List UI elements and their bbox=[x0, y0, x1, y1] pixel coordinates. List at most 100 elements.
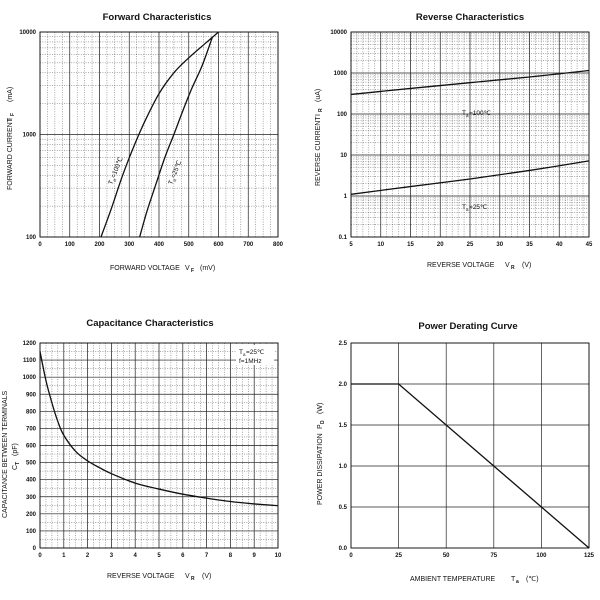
series-label-25c-rest: =25℃ bbox=[469, 204, 488, 211]
series-label-100c-sub: a bbox=[112, 178, 118, 183]
x-tick-label: 35 bbox=[526, 242, 533, 248]
y-axis-title: FORWARD CURRENT bbox=[7, 117, 14, 190]
y-axis-unit: (mA) bbox=[7, 87, 14, 102]
x-tick-label: 0 bbox=[349, 553, 353, 559]
x-tick-label: 8 bbox=[229, 553, 233, 559]
y-tick-label: 300 bbox=[26, 495, 37, 501]
x-axis-unit: (V) bbox=[202, 573, 211, 580]
y-tick-label: 1000 bbox=[23, 133, 37, 139]
y-tick-label: 100 bbox=[337, 112, 348, 118]
series-label-100c-sub: a bbox=[466, 113, 469, 118]
chart-capacitance-characteristics: Capacitance Characteristics 0 1 2 3 4 5 6 7 8 9 10… bbox=[2, 318, 282, 582]
y-axis-subscript: R bbox=[318, 108, 324, 112]
x-tick-label: 6 bbox=[181, 553, 185, 559]
y-axis-unit: (W) bbox=[317, 403, 324, 414]
y-tick-label: 800 bbox=[26, 409, 37, 415]
x-tick-label: 125 bbox=[584, 553, 595, 559]
y-tick-label: 900 bbox=[26, 392, 37, 398]
annotation-frequency: f=1MHz bbox=[239, 358, 262, 365]
y-tick-label: 10000 bbox=[19, 30, 36, 36]
y-axis-subscript: T bbox=[15, 462, 21, 465]
x-axis-unit: (V) bbox=[522, 262, 531, 269]
series-line-0 bbox=[100, 31, 219, 238]
x-axis-unit: (mV) bbox=[200, 265, 215, 272]
x-tick-label: 30 bbox=[496, 242, 503, 248]
y-tick-label: 10 bbox=[340, 153, 347, 159]
x-tick-label: 45 bbox=[586, 242, 593, 248]
x-tick-label: 800 bbox=[273, 242, 284, 248]
series-line-1 bbox=[350, 160, 590, 195]
y-axis-symbol: P bbox=[317, 424, 324, 429]
y-tick-label: 400 bbox=[26, 478, 37, 484]
y-axis-symbol: I bbox=[315, 114, 322, 116]
chart-forward-characteristics: Forward Characteristics 0 100 200 300 400 500… bbox=[7, 12, 284, 274]
x-tick-label: 15 bbox=[407, 242, 414, 248]
y-tick-label: 700 bbox=[26, 426, 37, 432]
series-label-100c-rest: =100℃ bbox=[469, 110, 492, 117]
x-axis-symbol: T bbox=[511, 576, 516, 583]
chart-title: Reverse Characteristics bbox=[416, 12, 524, 23]
x-tick-label: 25 bbox=[467, 242, 474, 248]
x-tick-label: 40 bbox=[556, 242, 563, 248]
x-axis-title: AMBIENT TEMPERATURE bbox=[410, 576, 496, 583]
x-tick-label: 400 bbox=[154, 242, 165, 248]
y-tick-label: 0.1 bbox=[339, 235, 348, 241]
annotation-temp-sub: a bbox=[243, 352, 246, 357]
x-tick-label: 10 bbox=[377, 242, 384, 248]
x-tick-label: 500 bbox=[184, 242, 195, 248]
chart-title: Power Derating Curve bbox=[418, 321, 517, 332]
x-tick-label: 100 bbox=[536, 553, 547, 559]
series-label-100c-main: T bbox=[462, 110, 466, 117]
annotation-temp-rest: =25℃ bbox=[246, 349, 265, 356]
x-tick-label: 2 bbox=[86, 553, 90, 559]
x-axis-title: REVERSE VOLTAGE bbox=[107, 573, 175, 580]
x-tick-label: 50 bbox=[443, 553, 450, 559]
y-axis-symbol: I bbox=[7, 118, 14, 120]
x-tick-label: 200 bbox=[94, 242, 105, 248]
y-tick-label: 1000 bbox=[334, 71, 348, 77]
series-label-25c-main: T bbox=[462, 204, 466, 211]
y-tick-label: 0 bbox=[33, 546, 37, 552]
y-axis-unit: (pF) bbox=[12, 443, 19, 456]
series-line-1 bbox=[139, 36, 214, 238]
y-tick-label: 0.0 bbox=[339, 546, 348, 552]
y-tick-label: 2.5 bbox=[339, 341, 348, 347]
x-tick-label: 1 bbox=[62, 553, 66, 559]
x-tick-label: 7 bbox=[205, 553, 209, 559]
x-tick-label: 20 bbox=[437, 242, 444, 248]
y-axis-title: REVERSE CURRENT bbox=[315, 116, 322, 186]
x-tick-label: 300 bbox=[124, 242, 135, 248]
y-tick-label: 100 bbox=[26, 529, 37, 535]
chart-title: Forward Characteristics bbox=[103, 12, 212, 23]
x-tick-label: 0 bbox=[38, 242, 42, 248]
y-axis-subscript: D bbox=[320, 420, 326, 424]
x-tick-label: 4 bbox=[134, 553, 138, 559]
x-axis-subscript: a bbox=[516, 579, 519, 585]
y-tick-label: 10000 bbox=[330, 30, 347, 36]
y-axis-unit: (uA) bbox=[315, 89, 322, 102]
x-axis-symbol: V bbox=[185, 573, 190, 580]
x-tick-label: 75 bbox=[490, 553, 497, 559]
annotation-box bbox=[236, 345, 274, 365]
plot-frame bbox=[350, 31, 590, 238]
plot-frame bbox=[39, 31, 279, 238]
x-tick-label: 25 bbox=[395, 553, 402, 559]
y-tick-label: 600 bbox=[26, 444, 37, 450]
x-tick-label: 700 bbox=[243, 242, 254, 248]
y-axis-symbol: C bbox=[12, 465, 19, 470]
x-tick-label: 5 bbox=[157, 553, 161, 559]
series-label-25c-main: T bbox=[167, 179, 175, 185]
series-label-25c-sub: a bbox=[466, 207, 469, 212]
x-axis-subscript: R bbox=[511, 265, 515, 271]
x-axis-title: REVERSE VOLTAGE bbox=[427, 262, 495, 269]
y-tick-label: 2.0 bbox=[339, 382, 348, 388]
series-line-0 bbox=[351, 383, 590, 549]
y-tick-label: 1200 bbox=[23, 341, 37, 347]
series-line-0 bbox=[39, 351, 279, 507]
x-axis-symbol: V bbox=[185, 265, 190, 272]
chart-reverse-characteristics: Reverse Characteristics 5 10 15 20 25 30 35 40 4… bbox=[315, 12, 593, 271]
series-line-0 bbox=[350, 69, 590, 96]
series-label-100c-main: T bbox=[107, 179, 115, 185]
x-tick-label: 10 bbox=[275, 553, 282, 559]
